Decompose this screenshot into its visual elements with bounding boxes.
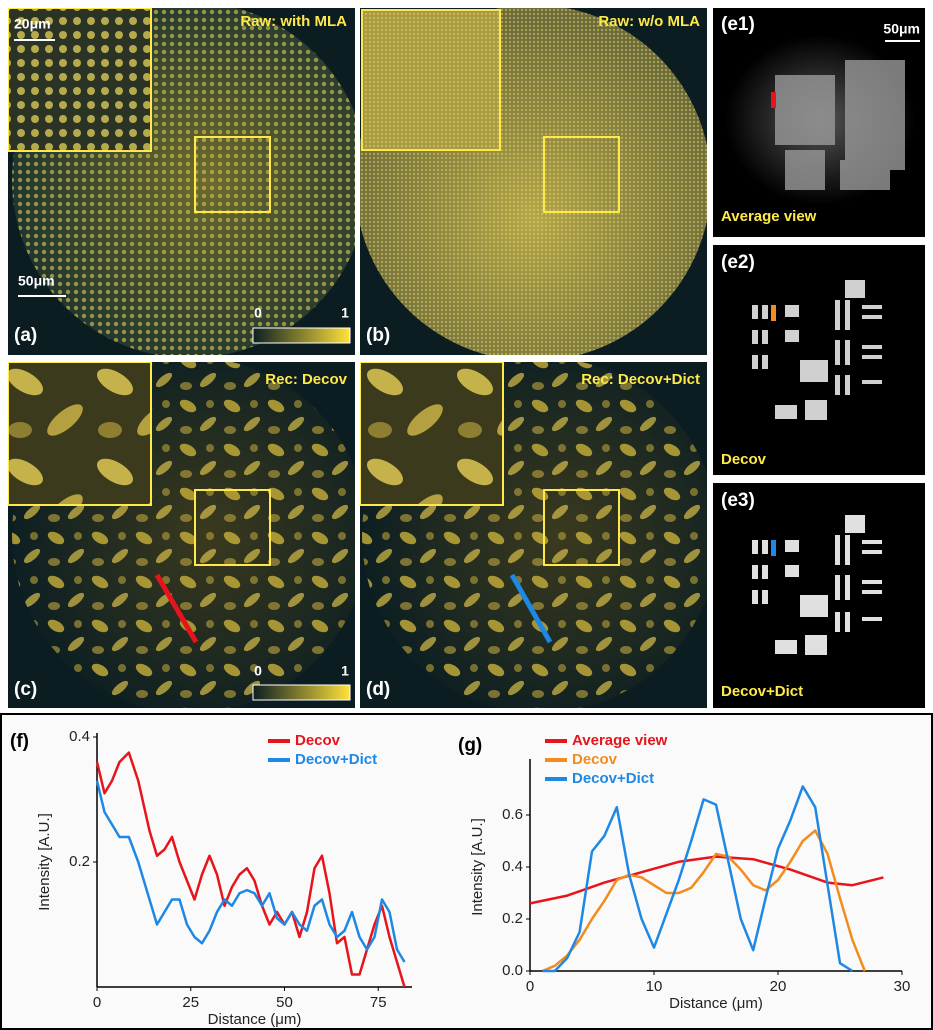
panel-e1 xyxy=(713,8,925,237)
inset-scale-label: 20μm xyxy=(14,16,51,32)
x-tick-label: 75 xyxy=(370,994,387,1011)
x-tick-label: 25 xyxy=(182,994,199,1011)
colorbar-tick: 0 xyxy=(254,305,262,321)
x-tick-label: 10 xyxy=(646,978,663,995)
x-tick-label: 50 xyxy=(276,994,293,1011)
legend-label: Decov xyxy=(572,751,618,768)
chart-label: (f) xyxy=(10,731,29,752)
figure: Raw: with MLA 20μm 50μm (a) 0 1 Raw: w/o… xyxy=(0,0,933,1030)
panel-label: (e2) xyxy=(721,252,755,273)
x-tick-label: 0 xyxy=(93,994,101,1011)
panel-c xyxy=(8,357,368,713)
panel-caption: Decov+Dict xyxy=(721,683,803,700)
legend-label: Average view xyxy=(572,732,668,749)
legend-label: Decov xyxy=(295,732,341,749)
panel-caption: Decov xyxy=(721,451,767,468)
y-tick-label: 0.2 xyxy=(502,910,523,927)
panel-title: Raw: with MLA xyxy=(240,13,347,30)
panel-title: Rec: Decov xyxy=(265,371,347,388)
colorbar-tick: 1 xyxy=(341,663,349,679)
colorbar-tick: 0 xyxy=(254,663,262,679)
scale-label: 50μm xyxy=(883,21,920,37)
chart-label: (g) xyxy=(458,735,482,756)
panel-title: Raw: w/o MLA xyxy=(598,13,700,30)
panel-label: (a) xyxy=(14,325,37,346)
panel-d xyxy=(360,357,718,713)
x-tick-label: 0 xyxy=(526,978,534,995)
panel-label: (e1) xyxy=(721,14,755,35)
panel-label: (c) xyxy=(14,679,37,700)
x-tick-label: 20 xyxy=(770,978,787,995)
y-tick-label: 0.0 xyxy=(502,962,523,979)
panel-e3 xyxy=(713,483,925,708)
y-axis-label: Intensity [A.U.] xyxy=(469,818,486,916)
legend-label: Decov+Dict xyxy=(572,770,654,787)
y-tick-label: 0.6 xyxy=(502,806,523,823)
legend-label: Decov+Dict xyxy=(295,751,377,768)
panel-title: Rec: Decov+Dict xyxy=(581,371,700,388)
panel-a xyxy=(8,2,368,358)
x-tick-label: 30 xyxy=(894,978,911,995)
panel-e2 xyxy=(713,245,925,475)
scale-label: 50μm xyxy=(18,273,55,289)
panel-label: (e3) xyxy=(721,490,755,511)
y-tick-label: 0.4 xyxy=(69,728,90,745)
panel-caption: Average view xyxy=(721,208,817,225)
panel-b xyxy=(355,5,711,361)
y-tick-label: 0.4 xyxy=(502,858,523,875)
x-axis-label: Distance (μm) xyxy=(669,995,763,1012)
panel-label: (b) xyxy=(366,325,390,346)
x-axis-label: Distance (μm) xyxy=(208,1011,302,1028)
panel-label: (d) xyxy=(366,679,390,700)
colorbar-tick: 1 xyxy=(341,305,349,321)
y-axis-label: Intensity [A.U.] xyxy=(36,813,53,911)
y-tick-label: 0.2 xyxy=(69,853,90,870)
